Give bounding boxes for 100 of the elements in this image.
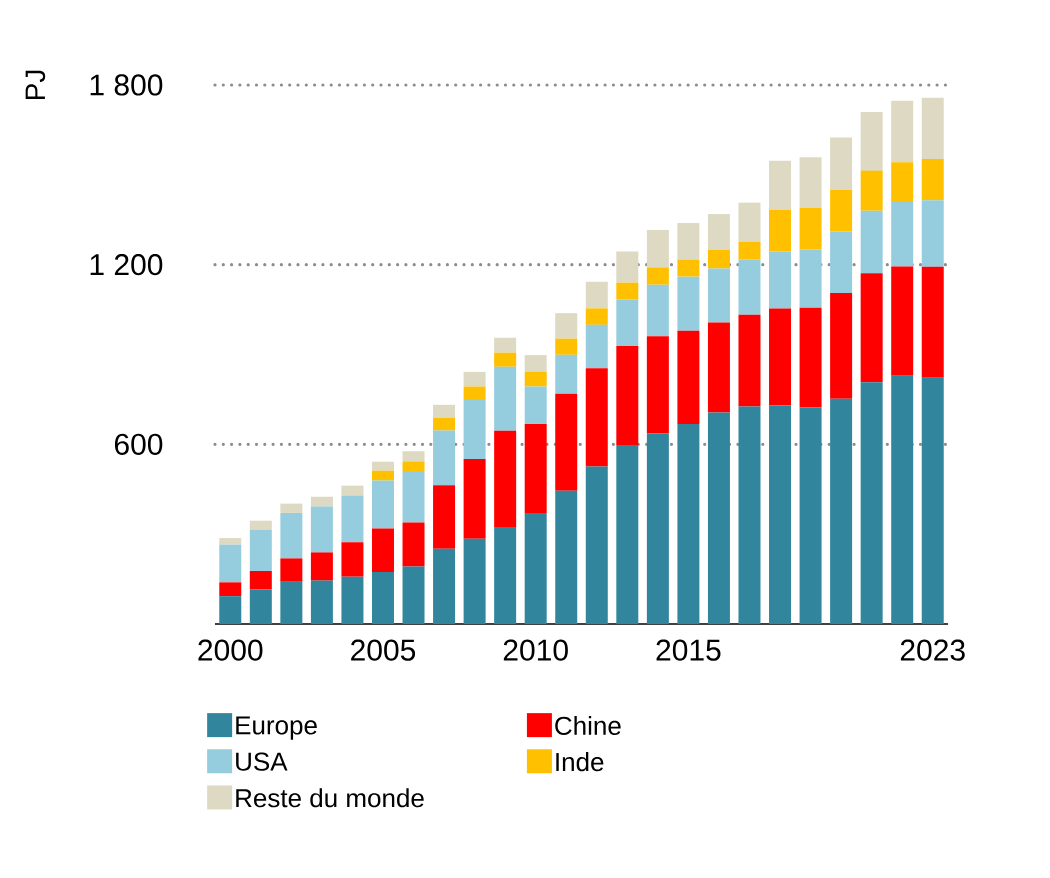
- bar: [463, 538, 486, 624]
- legend-label: Reste du monde: [236, 788, 424, 808]
- bar: [677, 259, 700, 277]
- bar: [280, 558, 303, 582]
- bar: [738, 406, 761, 624]
- bar: [921, 377, 944, 624]
- bar: [494, 352, 517, 367]
- bar: [463, 459, 486, 539]
- bar: [524, 371, 547, 387]
- bar: [616, 346, 639, 445]
- bar: [738, 202, 761, 242]
- bar: [677, 423, 700, 624]
- bar: [707, 249, 730, 269]
- bar: [616, 251, 639, 283]
- bar: [707, 214, 730, 250]
- bar: [921, 200, 944, 267]
- bar: [249, 589, 272, 624]
- bar: [860, 170, 883, 211]
- bar: [524, 512, 547, 624]
- bar: [921, 266, 944, 378]
- bar: [494, 337, 517, 353]
- bar: [799, 249, 822, 308]
- bar: [371, 528, 394, 572]
- bar: [371, 480, 394, 529]
- bar: [402, 451, 425, 462]
- bar: [310, 580, 333, 624]
- bar: [891, 266, 914, 376]
- bar: [524, 423, 547, 513]
- bar: [555, 313, 578, 339]
- bar: [371, 571, 394, 624]
- bar: [249, 520, 272, 530]
- legend-label: Inde: [556, 752, 604, 772]
- bar: [402, 566, 425, 624]
- bar: [616, 444, 639, 624]
- bar: [433, 485, 456, 549]
- y-tick-label: 1 200: [90, 254, 163, 276]
- bar: [799, 407, 822, 624]
- bar: [555, 338, 578, 355]
- bar: [646, 267, 669, 285]
- bar: [433, 548, 456, 624]
- bar: [402, 461, 425, 471]
- bar: [769, 251, 792, 309]
- bar: [280, 512, 303, 559]
- bar: [830, 189, 853, 232]
- bar: [585, 466, 608, 624]
- bar: [891, 202, 914, 267]
- bar: [341, 485, 364, 496]
- bar: [860, 210, 883, 274]
- x-tick-label: 2010: [503, 639, 568, 661]
- bar: [249, 571, 272, 590]
- bar: [830, 293, 853, 399]
- bar: [646, 284, 669, 337]
- bar: [738, 314, 761, 407]
- bar: [341, 495, 364, 543]
- bar: [219, 582, 242, 597]
- bar: [830, 398, 853, 624]
- bar: [646, 336, 669, 434]
- bar: [769, 405, 792, 624]
- bar: [402, 522, 425, 567]
- bar: [799, 157, 822, 208]
- bar: [738, 241, 761, 260]
- bar: [616, 299, 639, 347]
- bar: [371, 470, 394, 481]
- bar: [585, 324, 608, 369]
- bar: [494, 366, 517, 431]
- bar: [891, 375, 914, 624]
- bar: [402, 470, 425, 523]
- bar: [769, 209, 792, 252]
- bar: [860, 382, 883, 624]
- bar: [310, 552, 333, 581]
- bar: [860, 111, 883, 171]
- y-axis-title: PJ: [25, 70, 46, 100]
- bar: [433, 430, 456, 486]
- bar: [585, 308, 608, 325]
- bar: [646, 229, 669, 268]
- bar: [310, 506, 333, 553]
- bar: [433, 404, 456, 418]
- bar: [799, 207, 822, 250]
- bar: [463, 400, 486, 459]
- legend-label: Europe: [236, 716, 317, 740]
- bar: [707, 268, 730, 323]
- bar: [921, 158, 944, 201]
- bar: [707, 322, 730, 413]
- bar: [219, 544, 242, 583]
- bar: [585, 281, 608, 309]
- bar: [769, 308, 792, 406]
- bar: [494, 526, 517, 624]
- bar: [738, 259, 761, 315]
- bar: [891, 100, 914, 163]
- bar: [860, 273, 883, 383]
- y-tick-label: 600: [114, 433, 163, 455]
- x-tick-label: 2005: [351, 639, 416, 661]
- y-tick-label: 1 800: [90, 74, 163, 96]
- bar: [677, 223, 700, 260]
- bar: [524, 355, 547, 372]
- bar: [524, 386, 547, 424]
- bar: [769, 160, 792, 210]
- bar: [280, 581, 303, 624]
- bar: [371, 461, 394, 471]
- bar: [555, 354, 578, 394]
